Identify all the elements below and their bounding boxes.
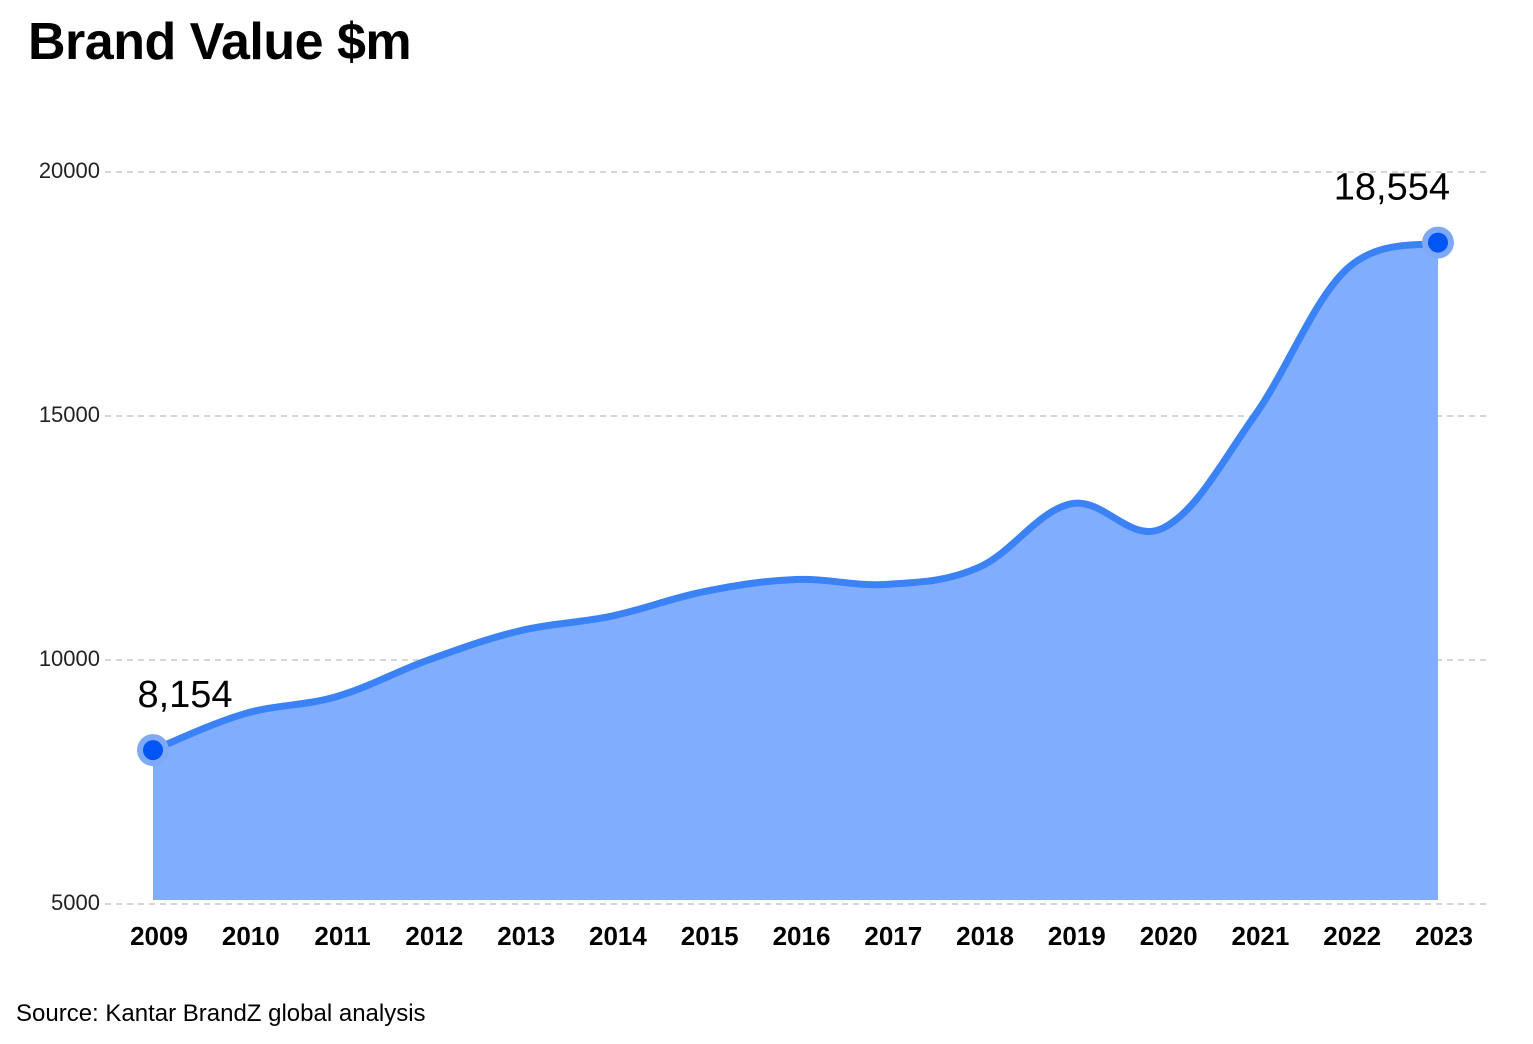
markers: 8,154 18,554 (137, 167, 1454, 767)
data-point-2023 (1428, 232, 1448, 253)
x-tick-label-2010: 2010 (222, 921, 280, 951)
x-tick-label-2013: 2013 (497, 921, 555, 951)
data-label-2023: 18,554 (1334, 167, 1450, 209)
y-tick-label: 5000 (51, 890, 100, 915)
x-tick-label-2019: 2019 (1048, 921, 1106, 951)
series-line (149, 239, 1442, 754)
line-layer (149, 239, 1442, 754)
x-tick-label-2015: 2015 (681, 921, 739, 951)
x-tick-label-2021: 2021 (1232, 921, 1290, 951)
x-tick-label-2022: 2022 (1323, 921, 1381, 951)
data-label-2009: 8,154 (137, 674, 232, 716)
x-tick-label-2011: 2011 (314, 921, 370, 951)
y-tick-label: 10000 (39, 646, 100, 671)
x-tick-label-2020: 2020 (1140, 921, 1198, 951)
x-tick-label-2023: 2023 (1415, 921, 1473, 951)
data-point-2009 (143, 740, 163, 761)
x-tick-label-2018: 2018 (956, 921, 1014, 951)
y-tick-label: 20000 (39, 158, 100, 183)
chart-title: Brand Value $m (28, 13, 412, 71)
x-tick-label-2017: 2017 (864, 921, 922, 951)
chart-source: Source: Kantar BrandZ global analysis (16, 1000, 426, 1027)
area-fill (153, 242, 1438, 900)
axis-labels: 5000 10000 15000 20000 2009 2010 2011 2012 2013 2… (39, 158, 1473, 951)
x-tick-label-2012: 2012 (405, 921, 463, 951)
y-tick-label: 15000 (39, 402, 100, 427)
x-tick-label-2016: 2016 (773, 921, 831, 951)
area-layer (153, 242, 1438, 900)
x-tick-label-2014: 2014 (589, 921, 647, 951)
x-tick-label-2009: 2009 (130, 921, 188, 951)
